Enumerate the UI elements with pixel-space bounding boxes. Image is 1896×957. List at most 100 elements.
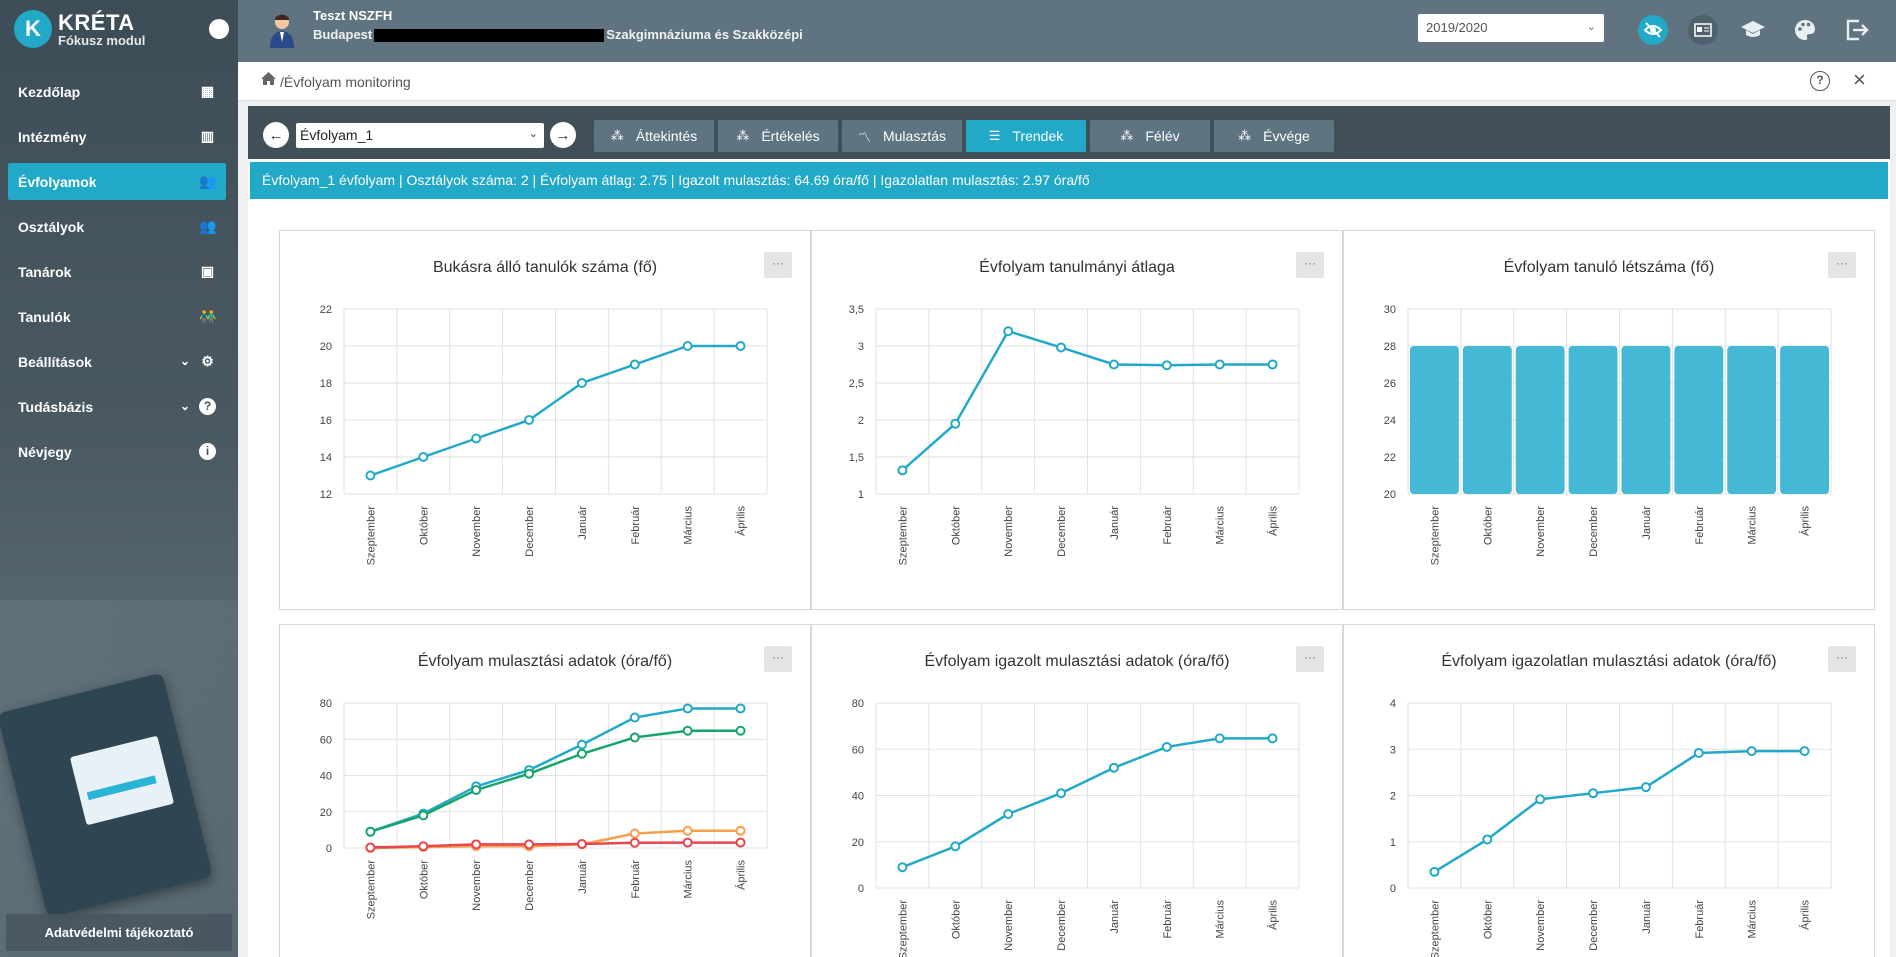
- bar[interactable]: [1462, 346, 1512, 494]
- data-point[interactable]: [576, 748, 587, 759]
- data-point[interactable]: [735, 725, 746, 736]
- data-point[interactable]: [1799, 746, 1810, 757]
- data-point[interactable]: [950, 418, 961, 429]
- data-point[interactable]: [418, 810, 429, 821]
- data-point[interactable]: [629, 712, 640, 723]
- sidebar-toggle[interactable]: [209, 19, 229, 39]
- more-options-button[interactable]: ···: [1296, 252, 1324, 278]
- data-point[interactable]: [735, 341, 746, 351]
- tab-félév[interactable]: ⁂ Félév: [1090, 120, 1210, 152]
- next-grade-button[interactable]: →: [550, 122, 576, 148]
- tab-mulasztás[interactable]: 〽 Mulasztás: [842, 120, 962, 152]
- data-point[interactable]: [682, 825, 693, 836]
- id-card-icon[interactable]: [1688, 15, 1718, 45]
- sidebar-item-tanulók[interactable]: Tanulók 👬: [8, 298, 226, 335]
- school-year-select[interactable]: 2019/2020 ⌄: [1418, 14, 1604, 42]
- bar[interactable]: [1621, 346, 1671, 494]
- data-point[interactable]: [1161, 741, 1172, 752]
- data-point[interactable]: [471, 839, 482, 850]
- sidebar-item-intézmény[interactable]: Intézmény ▥: [8, 118, 226, 155]
- tab-évvége[interactable]: ⁂ Évvége: [1214, 120, 1334, 152]
- data-point[interactable]: [1003, 809, 1014, 819]
- sidebar-item-beállítások[interactable]: Beállítások ⌄ ⚙: [8, 343, 226, 380]
- data-point[interactable]: [524, 768, 535, 779]
- bar[interactable]: [1410, 346, 1459, 494]
- sidebar-item-tudásbázis[interactable]: Tudásbázis ⌄?: [8, 388, 226, 425]
- data-point[interactable]: [950, 841, 961, 852]
- palette-icon[interactable]: [1790, 15, 1820, 45]
- data-point[interactable]: [629, 828, 640, 839]
- data-point[interactable]: [418, 841, 429, 852]
- data-point[interactable]: [735, 703, 746, 714]
- eye-off-icon[interactable]: [1638, 15, 1668, 45]
- data-point[interactable]: [682, 725, 693, 736]
- data-point[interactable]: [1003, 326, 1014, 337]
- bar[interactable]: [1674, 346, 1724, 494]
- data-point[interactable]: [1267, 733, 1278, 744]
- data-point[interactable]: [524, 415, 535, 425]
- more-options-button[interactable]: ···: [764, 252, 792, 278]
- data-point[interactable]: [1161, 360, 1172, 371]
- data-point[interactable]: [471, 785, 482, 795]
- help-icon[interactable]: ?: [1810, 71, 1830, 91]
- logout-icon[interactable]: [1842, 15, 1872, 45]
- data-point[interactable]: [1640, 782, 1651, 793]
- data-point[interactable]: [524, 839, 535, 850]
- data-point[interactable]: [1108, 762, 1119, 773]
- data-point[interactable]: [629, 732, 640, 743]
- more-options-button[interactable]: ···: [1828, 646, 1856, 672]
- data-point[interactable]: [735, 825, 746, 836]
- data-point[interactable]: [1746, 746, 1757, 757]
- more-options-button[interactable]: ···: [1828, 252, 1856, 278]
- data-point[interactable]: [1056, 788, 1067, 799]
- data-point[interactable]: [1214, 733, 1225, 744]
- sidebar-item-évfolyamok[interactable]: Évfolyamok 👥: [8, 163, 226, 200]
- data-point[interactable]: [682, 341, 693, 351]
- data-point[interactable]: [1693, 747, 1704, 758]
- data-point[interactable]: [1588, 788, 1599, 799]
- data-point[interactable]: [471, 433, 482, 444]
- home-icon[interactable]: [260, 71, 277, 91]
- data-point[interactable]: [365, 470, 376, 481]
- data-point[interactable]: [418, 452, 429, 462]
- data-point[interactable]: [629, 837, 640, 848]
- data-point[interactable]: [897, 465, 908, 476]
- data-point[interactable]: [682, 703, 693, 714]
- sidebar-item-osztályok[interactable]: Osztályok 👥: [8, 208, 226, 245]
- bar[interactable]: [1727, 346, 1777, 494]
- bar[interactable]: [1780, 346, 1829, 494]
- bar[interactable]: [1568, 346, 1618, 494]
- data-point[interactable]: [1535, 794, 1546, 805]
- data-point[interactable]: [1482, 834, 1493, 845]
- data-point[interactable]: [576, 739, 587, 750]
- data-point[interactable]: [576, 378, 587, 388]
- data-point[interactable]: [365, 826, 376, 837]
- user-avatar[interactable]: [268, 12, 296, 48]
- data-point[interactable]: [629, 359, 640, 370]
- data-point[interactable]: [576, 839, 587, 850]
- data-point[interactable]: [1108, 359, 1119, 370]
- close-icon[interactable]: ×: [1853, 67, 1866, 92]
- grade-select[interactable]: Évfolyam_1 ⌄: [296, 123, 544, 148]
- tab-áttekintés[interactable]: ⁂ Áttekintés: [594, 120, 714, 152]
- more-options-button[interactable]: ···: [1296, 646, 1324, 672]
- data-point[interactable]: [897, 862, 908, 873]
- sidebar-item-névjegy[interactable]: Névjegy i: [8, 433, 226, 470]
- sidebar-item-kezdőlap[interactable]: Kezdőlap ▦: [8, 73, 226, 110]
- data-point[interactable]: [735, 837, 746, 848]
- more-options-button[interactable]: ···: [764, 646, 792, 672]
- privacy-link[interactable]: Adatvédelmi tájékoztató: [6, 914, 232, 951]
- app-logo[interactable]: K KRÉTA Fókusz modul: [14, 10, 145, 48]
- tab-trendek[interactable]: ☰ Trendek: [966, 120, 1086, 152]
- data-point[interactable]: [1056, 342, 1067, 353]
- previous-grade-button[interactable]: ←: [263, 122, 289, 148]
- data-point[interactable]: [1429, 866, 1440, 877]
- data-point[interactable]: [1267, 359, 1278, 370]
- bar[interactable]: [1515, 346, 1565, 494]
- data-point[interactable]: [682, 837, 693, 848]
- data-point[interactable]: [365, 842, 376, 853]
- data-point[interactable]: [1214, 359, 1225, 370]
- tab-értékelés[interactable]: ⁂ Értékelés: [718, 120, 838, 152]
- sidebar-item-tanárok[interactable]: Tanárok ▣: [8, 253, 226, 290]
- graduation-cap-icon[interactable]: [1738, 15, 1768, 45]
